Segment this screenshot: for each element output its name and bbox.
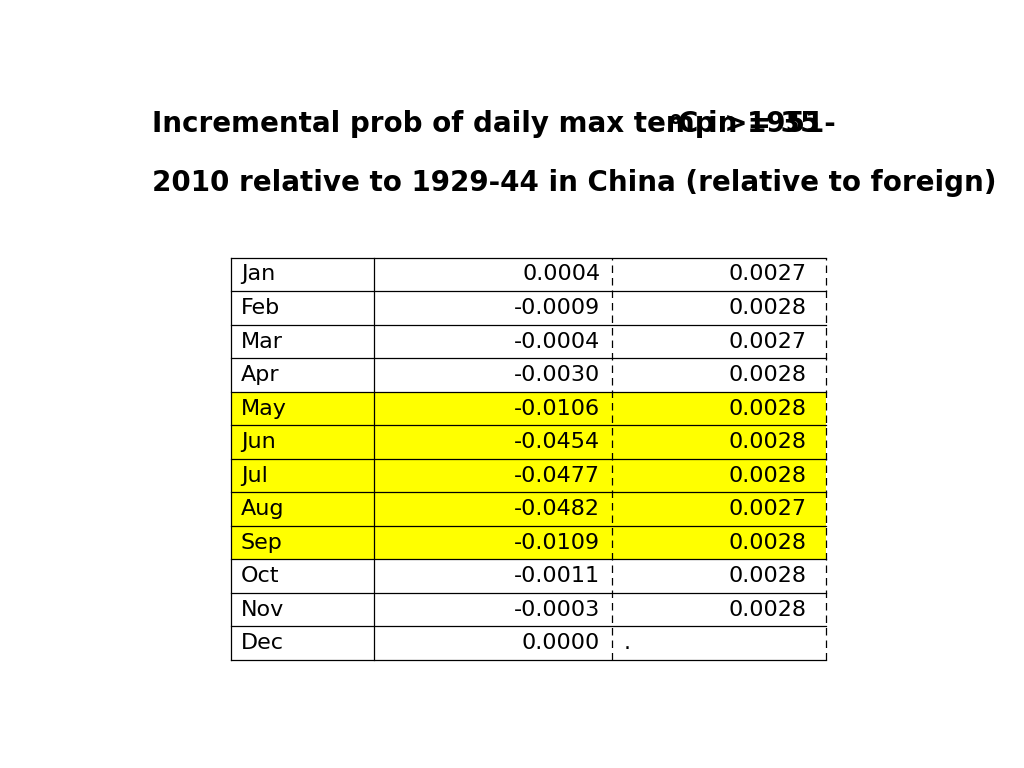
Bar (231, 593, 374, 627)
Bar (231, 291, 374, 325)
Bar (612, 425, 826, 458)
Bar (374, 392, 612, 425)
Text: -0.0004: -0.0004 (514, 332, 600, 352)
Bar (231, 392, 374, 425)
Text: Nov: Nov (241, 600, 284, 620)
Text: 0.0028: 0.0028 (728, 432, 807, 452)
Bar (374, 593, 612, 627)
Text: -0.0454: -0.0454 (514, 432, 600, 452)
Bar (374, 458, 612, 492)
Bar (231, 258, 374, 291)
Bar (612, 492, 826, 526)
Text: -0.0009: -0.0009 (514, 298, 600, 318)
Text: 0.0028: 0.0028 (728, 566, 807, 586)
Bar (612, 526, 826, 559)
Bar (231, 425, 374, 458)
Bar (374, 559, 612, 593)
Text: 2010 relative to 1929-44 in China (relative to foreign): 2010 relative to 1929-44 in China (relat… (152, 169, 996, 197)
Bar (612, 627, 826, 660)
Text: May: May (241, 399, 287, 419)
Text: o: o (669, 110, 681, 128)
Text: Jul: Jul (241, 465, 267, 485)
Bar (374, 325, 612, 358)
Bar (612, 559, 826, 593)
Text: C in 1951-: C in 1951- (678, 110, 836, 138)
Bar (231, 358, 374, 392)
Bar (612, 593, 826, 627)
Text: 0.0027: 0.0027 (728, 332, 807, 352)
Text: Apr: Apr (241, 365, 280, 385)
Bar (231, 526, 374, 559)
Text: 0.0028: 0.0028 (728, 399, 807, 419)
Text: 0.0028: 0.0028 (728, 600, 807, 620)
Bar (231, 458, 374, 492)
Text: 0.0028: 0.0028 (728, 465, 807, 485)
Bar (231, 559, 374, 593)
Text: 0.0004: 0.0004 (522, 264, 600, 284)
Text: Feb: Feb (241, 298, 280, 318)
Bar (612, 325, 826, 358)
Text: 0.0028: 0.0028 (728, 365, 807, 385)
Text: Mar: Mar (241, 332, 283, 352)
Text: 0.0027: 0.0027 (728, 499, 807, 519)
Text: -0.0482: -0.0482 (514, 499, 600, 519)
Bar (231, 627, 374, 660)
Bar (374, 358, 612, 392)
Bar (612, 392, 826, 425)
Bar (612, 291, 826, 325)
Bar (374, 492, 612, 526)
Text: Jan: Jan (241, 264, 274, 284)
Text: -0.0003: -0.0003 (514, 600, 600, 620)
Text: -0.0477: -0.0477 (514, 465, 600, 485)
Text: Oct: Oct (241, 566, 280, 586)
Bar (374, 627, 612, 660)
Text: -0.0030: -0.0030 (514, 365, 600, 385)
Bar (612, 358, 826, 392)
Bar (374, 526, 612, 559)
Text: Jun: Jun (241, 432, 275, 452)
Bar (374, 258, 612, 291)
Bar (374, 425, 612, 458)
Text: -0.0011: -0.0011 (514, 566, 600, 586)
Bar (231, 325, 374, 358)
Text: Incremental prob of daily max temp >= 35: Incremental prob of daily max temp >= 35 (152, 110, 819, 138)
Text: Aug: Aug (241, 499, 285, 519)
Text: Dec: Dec (241, 633, 284, 653)
Text: 0.0028: 0.0028 (728, 532, 807, 553)
Text: -0.0106: -0.0106 (514, 399, 600, 419)
Bar (612, 258, 826, 291)
Text: 0.0027: 0.0027 (728, 264, 807, 284)
Text: .: . (624, 633, 631, 653)
Text: Sep: Sep (241, 532, 283, 553)
Text: 0.0000: 0.0000 (522, 633, 600, 653)
Bar (231, 492, 374, 526)
Bar (612, 458, 826, 492)
Text: -0.0109: -0.0109 (514, 532, 600, 553)
Text: 0.0028: 0.0028 (728, 298, 807, 318)
Bar (374, 291, 612, 325)
